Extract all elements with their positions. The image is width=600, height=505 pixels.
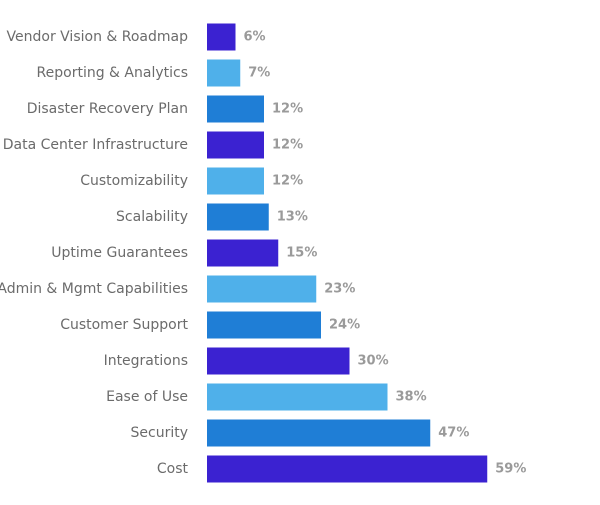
category-label: Scalability [116, 209, 188, 225]
value-label: 59% [495, 462, 526, 477]
bar [207, 275, 317, 303]
bars [207, 23, 488, 483]
value-label: 12% [272, 174, 303, 189]
value-label: 7% [248, 66, 270, 81]
category-label: Admin & Mgmt Capabilities [0, 281, 188, 297]
value-label: 12% [272, 138, 303, 153]
value-label: 30% [358, 354, 389, 369]
value-label: 47% [438, 426, 469, 441]
value-label: 13% [277, 210, 308, 225]
value-label: 15% [286, 246, 317, 261]
value-label: 23% [324, 282, 355, 297]
category-label: Uptime Guarantees [51, 245, 188, 261]
bar [207, 23, 236, 51]
category-label: Data Center Infrastructure [3, 137, 188, 153]
category-label: Security [131, 425, 189, 441]
bar [207, 95, 264, 123]
category-labels: Vendor Vision & Roadmap Reporting & Analy… [0, 29, 189, 477]
bar [207, 131, 264, 159]
bar [207, 311, 321, 339]
bar [207, 347, 350, 375]
category-label: Disaster Recovery Plan [27, 101, 188, 117]
bar [207, 419, 431, 447]
value-label: 38% [396, 390, 427, 405]
bar [207, 167, 264, 195]
category-label: Reporting & Analytics [37, 65, 188, 81]
value-label: 12% [272, 102, 303, 117]
category-label: Cost [157, 461, 189, 477]
value-label: 24% [329, 318, 360, 333]
bar [207, 383, 388, 411]
category-label: Vendor Vision & Roadmap [7, 29, 189, 45]
bar [207, 203, 269, 231]
bar [207, 455, 488, 483]
value-labels: 6% 7% 12% 12% 12% 13% 15% 23% 24% 30% 38% 47% 59% [244, 30, 527, 477]
bar [207, 239, 279, 267]
category-label: Customer Support [60, 317, 188, 333]
category-label: Integrations [104, 353, 188, 369]
category-label: Ease of Use [106, 389, 188, 405]
value-label: 6% [244, 30, 266, 45]
bar [207, 59, 241, 87]
category-label: Customizability [80, 173, 188, 189]
